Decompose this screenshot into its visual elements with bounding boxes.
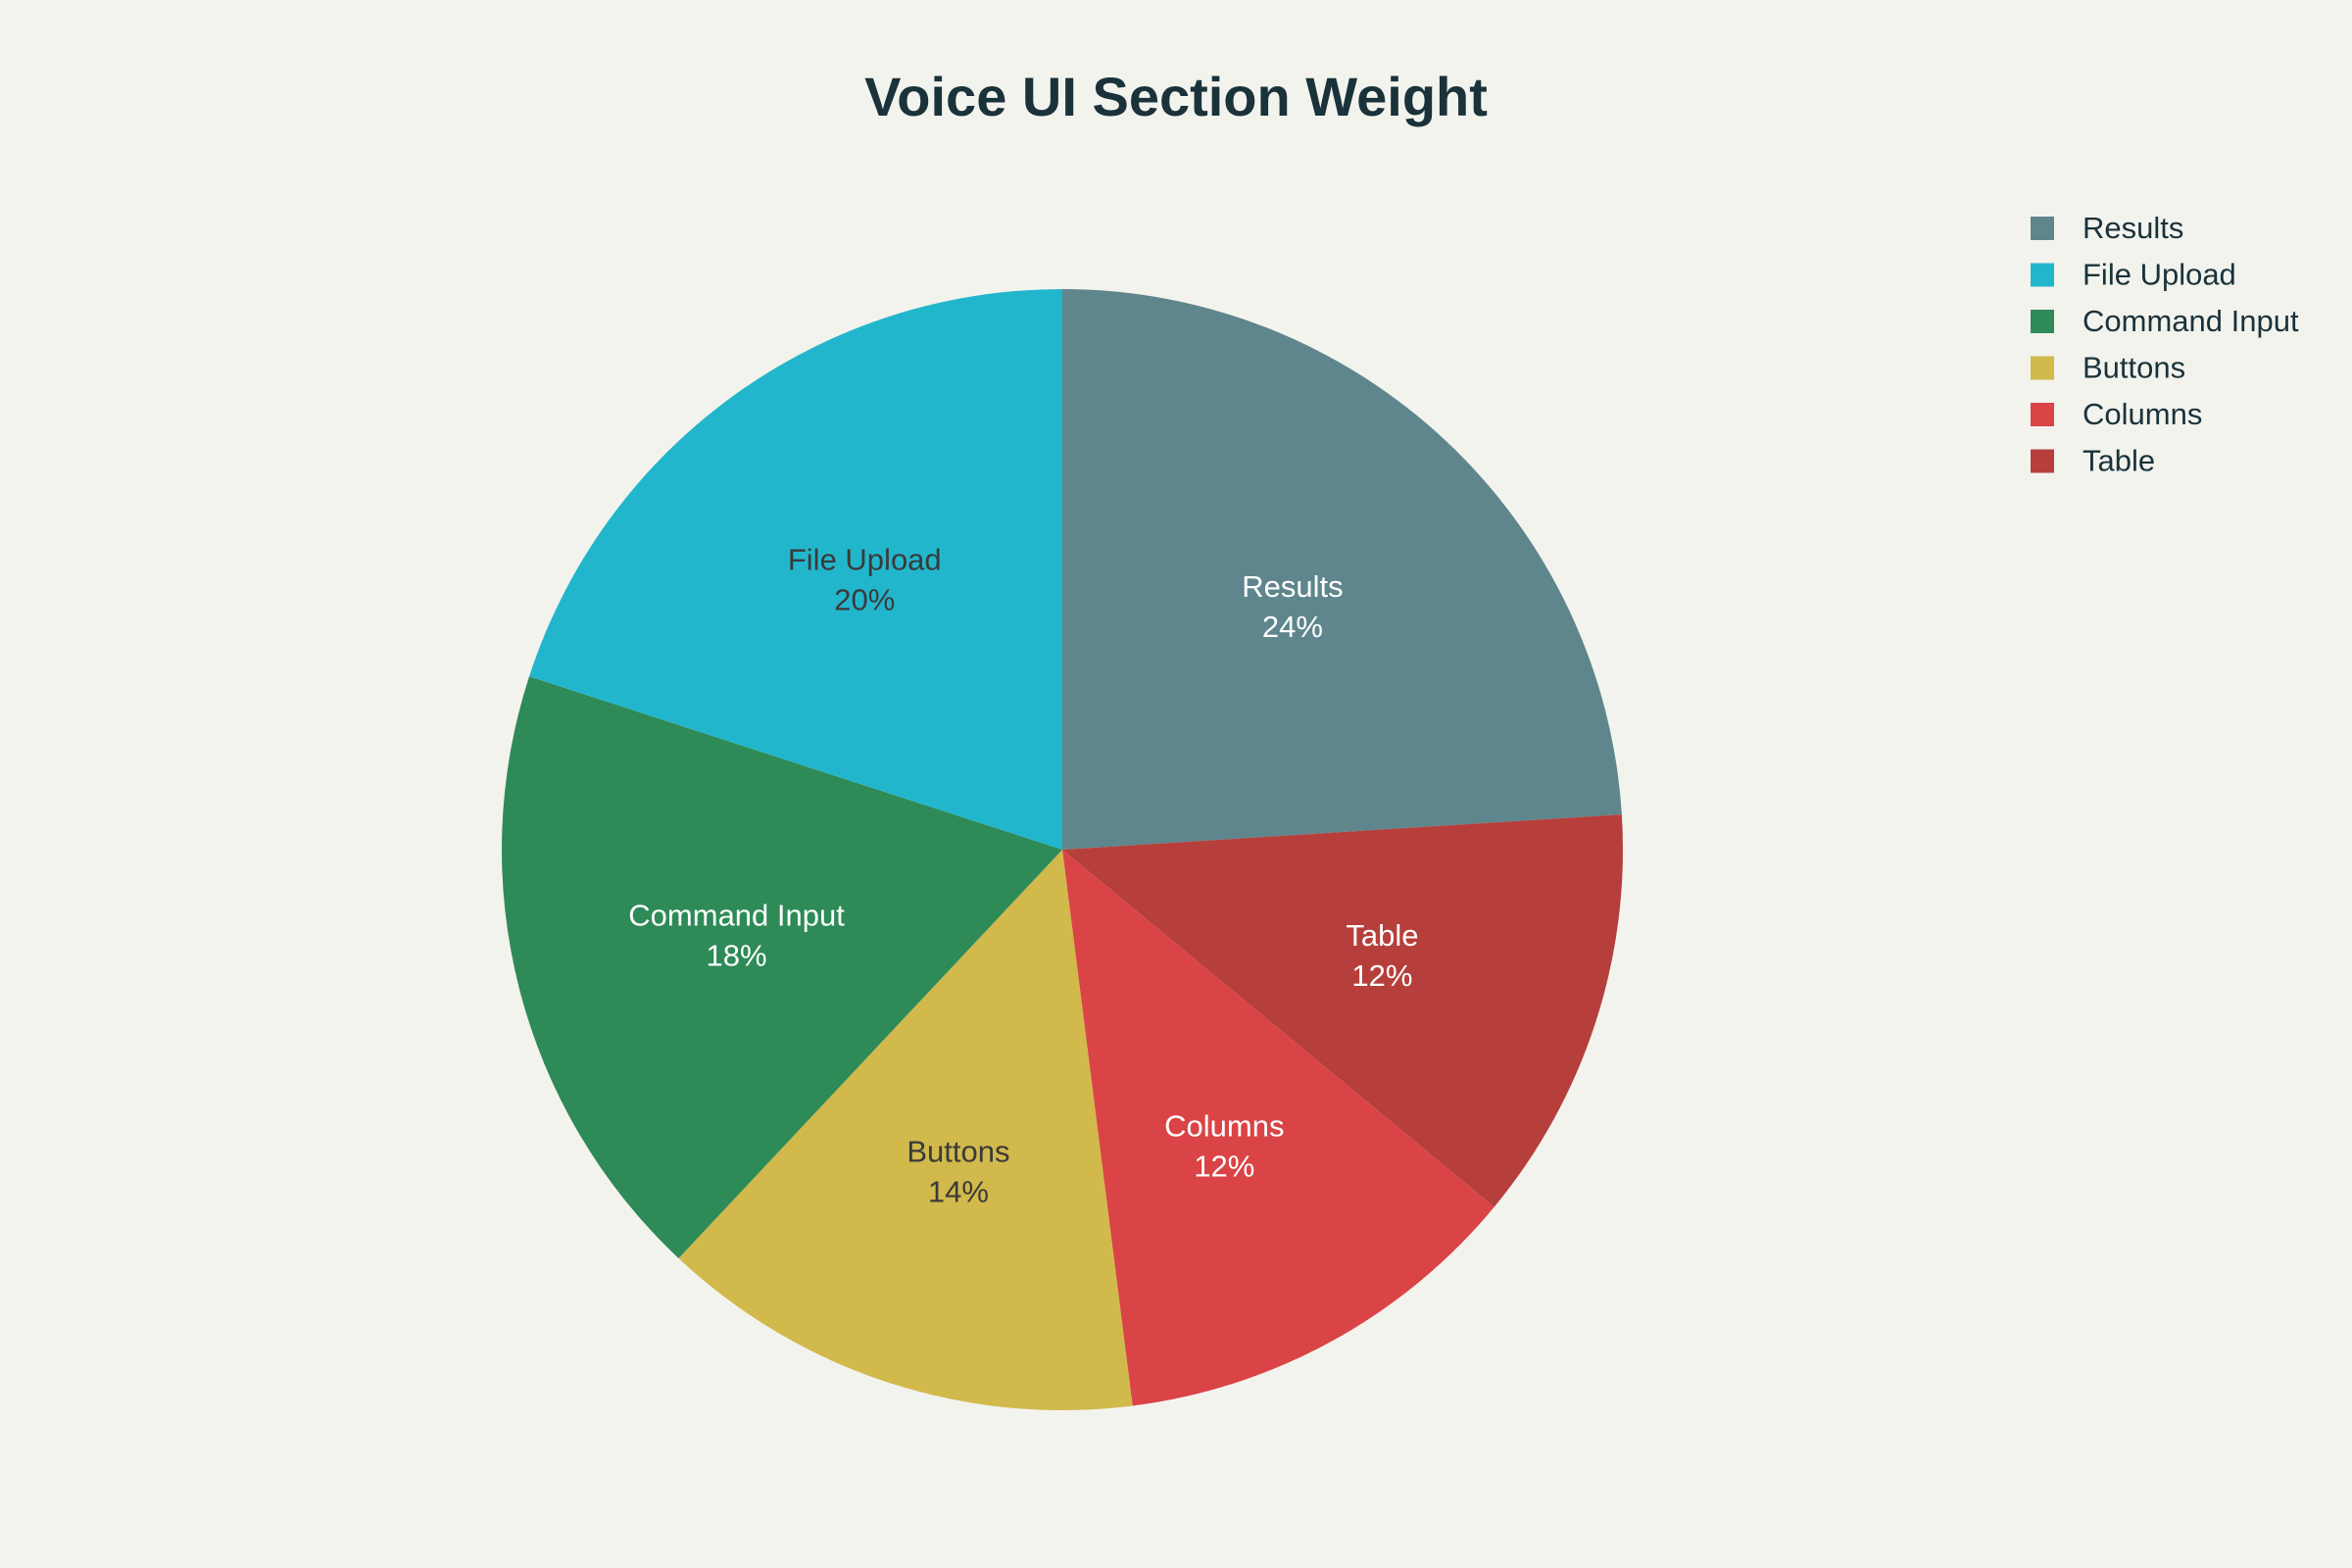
legend-label-table: Table <box>2082 444 2155 478</box>
legend-swatch-columns <box>2031 403 2054 426</box>
slice-percent-file-upload: 20% <box>834 582 895 616</box>
slice-label-table: Table <box>1346 918 1418 953</box>
legend-swatch-table <box>2031 449 2054 473</box>
legend-label-buttons: Buttons <box>2082 351 2185 385</box>
legend-item-command-input[interactable]: Command Input <box>2031 304 2299 338</box>
legend-item-results[interactable]: Results <box>2031 211 2183 245</box>
legend-swatch-results <box>2031 217 2054 240</box>
pie-slice-labels: Results 24% Table 12% Columns 12% Buttons 14% Co… <box>628 542 1418 1208</box>
slice-label-file-upload: File Upload <box>788 542 942 576</box>
pie-slices <box>501 289 1623 1410</box>
slice-percent-columns: 12% <box>1194 1150 1254 1184</box>
pie-slice-file-upload <box>528 289 1062 850</box>
slice-label-buttons: Buttons <box>906 1134 1009 1168</box>
legend-label-file-upload: File Upload <box>2082 258 2236 292</box>
pie-slice-columns <box>1062 850 1494 1406</box>
slice-label-command-input: Command Input <box>628 898 845 932</box>
pie-slice-table <box>1062 814 1623 1207</box>
legend-swatch-file-upload <box>2031 263 2054 287</box>
legend: Results File Upload Command Input Buttons Co… <box>2031 211 2299 478</box>
chart-title: Voice UI Section Weight <box>864 66 1488 127</box>
legend-swatch-command-input <box>2031 310 2054 333</box>
legend-item-columns[interactable]: Columns <box>2031 397 2202 431</box>
legend-item-table[interactable]: Table <box>2031 444 2155 478</box>
legend-label-command-input: Command Input <box>2082 304 2299 338</box>
legend-label-results: Results <box>2082 211 2183 245</box>
slice-label-columns: Columns <box>1164 1109 1284 1144</box>
legend-swatch-buttons <box>2031 356 2054 380</box>
slice-percent-table: 12% <box>1351 958 1412 993</box>
pie-slice-buttons <box>678 850 1133 1410</box>
slice-percent-command-input: 18% <box>707 938 767 972</box>
legend-item-buttons[interactable]: Buttons <box>2031 351 2185 385</box>
pie-slice-results <box>1062 289 1622 850</box>
pie-slice-command-input <box>501 676 1062 1258</box>
slice-percent-buttons: 14% <box>928 1174 989 1208</box>
legend-item-file-upload[interactable]: File Upload <box>2031 258 2236 292</box>
slice-percent-results: 24% <box>1262 610 1323 644</box>
legend-label-columns: Columns <box>2082 397 2202 431</box>
slice-label-results: Results <box>1242 569 1343 604</box>
